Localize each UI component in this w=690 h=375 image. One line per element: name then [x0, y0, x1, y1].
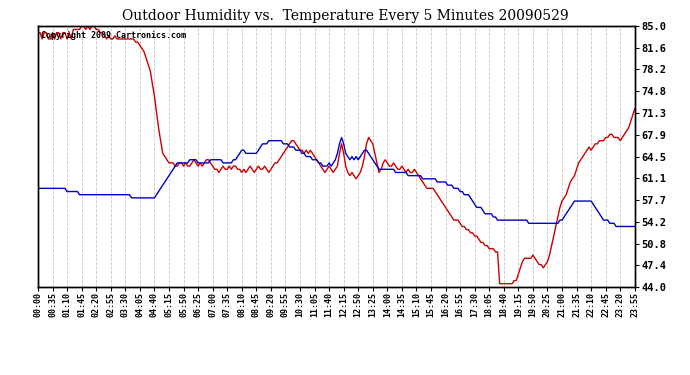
Text: Copyright 2009 Cartronics.com: Copyright 2009 Cartronics.com — [41, 32, 186, 40]
Text: Outdoor Humidity vs.  Temperature Every 5 Minutes 20090529: Outdoor Humidity vs. Temperature Every 5… — [121, 9, 569, 23]
